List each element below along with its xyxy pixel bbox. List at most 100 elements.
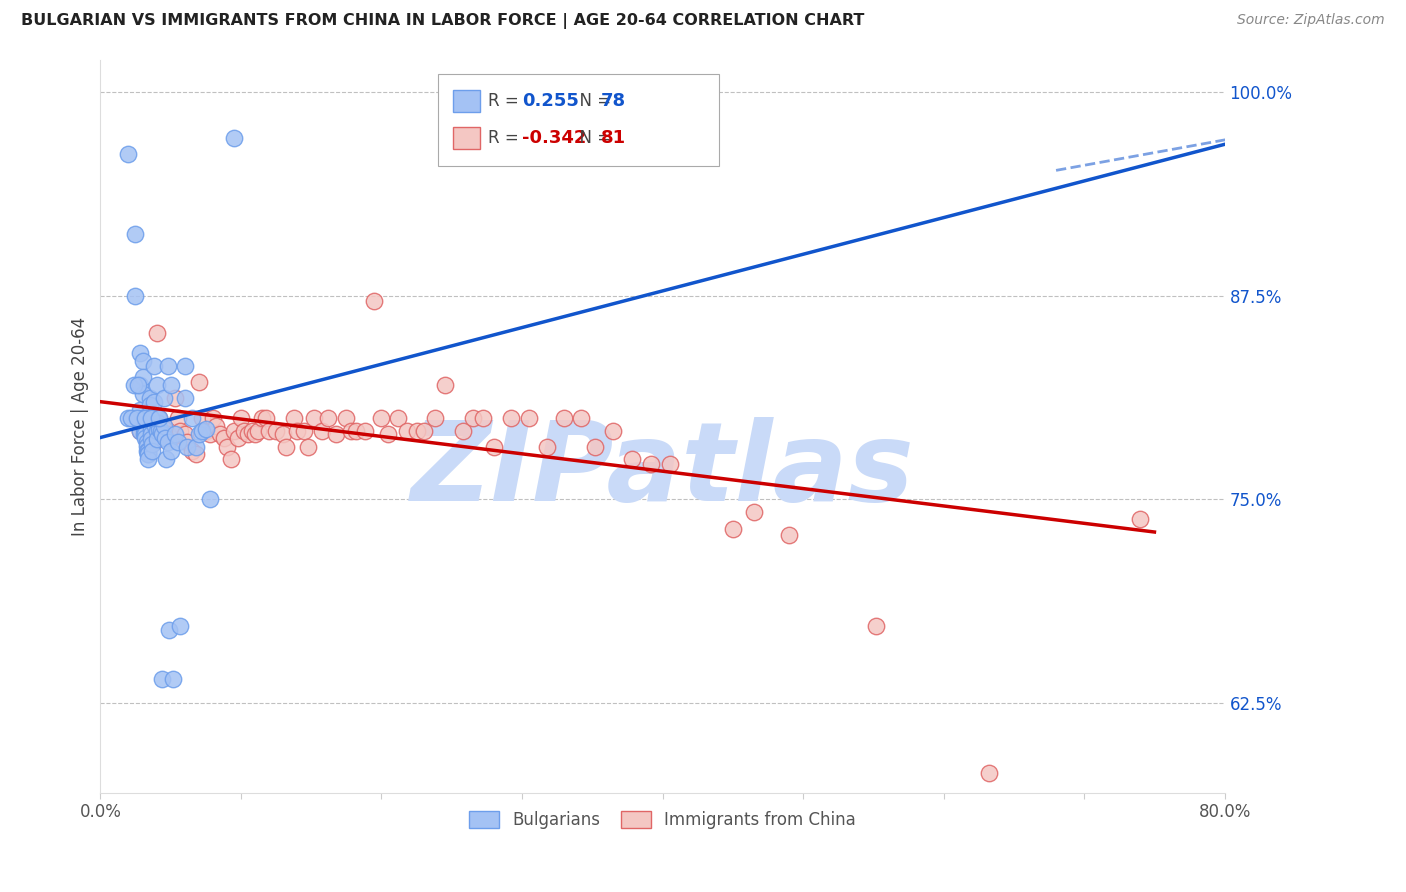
Point (128, 424, 150, 438)
Point (142, 359, 165, 373)
Text: 81: 81 (600, 129, 626, 147)
Point (499, 411, 522, 425)
Point (166, 435, 188, 450)
Point (778, 528, 800, 542)
Point (190, 424, 212, 438)
Point (159, 443, 181, 458)
Point (316, 411, 339, 425)
Point (136, 447, 159, 461)
Point (229, 411, 252, 425)
Point (180, 443, 202, 458)
Point (141, 443, 163, 458)
Point (412, 424, 434, 438)
Point (149, 424, 172, 438)
Point (131, 370, 153, 384)
Point (139, 411, 162, 425)
Point (159, 431, 181, 445)
Point (135, 439, 157, 453)
Point (145, 378, 167, 392)
Point (156, 359, 179, 373)
Point (240, 424, 263, 438)
Point (117, 411, 139, 425)
Point (169, 424, 191, 438)
Point (148, 422, 170, 436)
Point (139, 427, 162, 442)
Point (141, 437, 163, 451)
Point (163, 427, 186, 442)
Point (977, 766, 1000, 780)
Point (194, 424, 217, 438)
Point (131, 411, 153, 425)
Point (198, 492, 221, 507)
Point (553, 411, 575, 425)
Point (125, 411, 148, 425)
Point (139, 422, 162, 436)
Point (405, 424, 427, 438)
Point (198, 427, 221, 442)
Point (132, 422, 155, 436)
Point (173, 359, 195, 373)
Point (169, 619, 191, 633)
Point (517, 411, 540, 425)
Text: 78: 78 (600, 93, 626, 111)
Point (311, 424, 333, 438)
Point (132, 411, 155, 425)
Point (145, 326, 167, 341)
Point (132, 427, 155, 442)
Point (128, 346, 150, 360)
Point (152, 422, 174, 436)
Point (204, 419, 226, 434)
Point (620, 451, 643, 466)
Point (344, 424, 367, 438)
Point (138, 411, 160, 425)
Legend: Bulgarians, Immigrants from China: Bulgarians, Immigrants from China (463, 804, 862, 836)
Point (134, 431, 156, 445)
Point (482, 440, 505, 454)
Point (184, 440, 207, 454)
Point (148, 411, 170, 425)
Text: N =: N = (569, 93, 617, 111)
Point (162, 672, 184, 686)
FancyBboxPatch shape (453, 127, 481, 149)
Point (145, 432, 167, 446)
Point (131, 386, 153, 401)
Point (1129, 512, 1152, 526)
Point (150, 427, 173, 442)
Point (215, 440, 238, 454)
Point (173, 392, 195, 406)
Point (377, 427, 399, 442)
Point (212, 431, 235, 445)
Point (176, 440, 198, 454)
Text: Source: ZipAtlas.com: Source: ZipAtlas.com (1237, 13, 1385, 28)
Point (339, 424, 361, 438)
Text: N =: N = (569, 129, 617, 147)
Point (254, 411, 277, 425)
Point (232, 424, 254, 438)
Point (127, 378, 149, 392)
Point (257, 424, 280, 438)
Text: 0.255: 0.255 (522, 93, 579, 111)
Point (658, 457, 681, 471)
Point (134, 424, 156, 438)
Point (143, 419, 166, 434)
Point (201, 411, 224, 425)
Point (142, 394, 165, 409)
Point (150, 672, 173, 686)
Point (135, 435, 157, 450)
Point (139, 432, 162, 446)
Y-axis label: In Labor Force | Age 20-64: In Labor Force | Age 20-64 (72, 317, 89, 536)
Point (433, 378, 456, 392)
Point (122, 378, 145, 392)
Point (136, 443, 159, 458)
Point (128, 402, 150, 417)
Text: -0.342: -0.342 (522, 129, 586, 147)
Text: R =: R = (488, 129, 524, 147)
Point (134, 411, 156, 425)
Point (166, 411, 188, 425)
Point (128, 424, 150, 438)
FancyBboxPatch shape (437, 74, 718, 166)
Text: BULGARIAN VS IMMIGRANTS FROM CHINA IN LABOR FORCE | AGE 20-64 CORRELATION CHART: BULGARIAN VS IMMIGRANTS FROM CHINA IN LA… (21, 13, 865, 29)
Point (602, 424, 624, 438)
Point (292, 424, 315, 438)
Point (451, 424, 474, 438)
